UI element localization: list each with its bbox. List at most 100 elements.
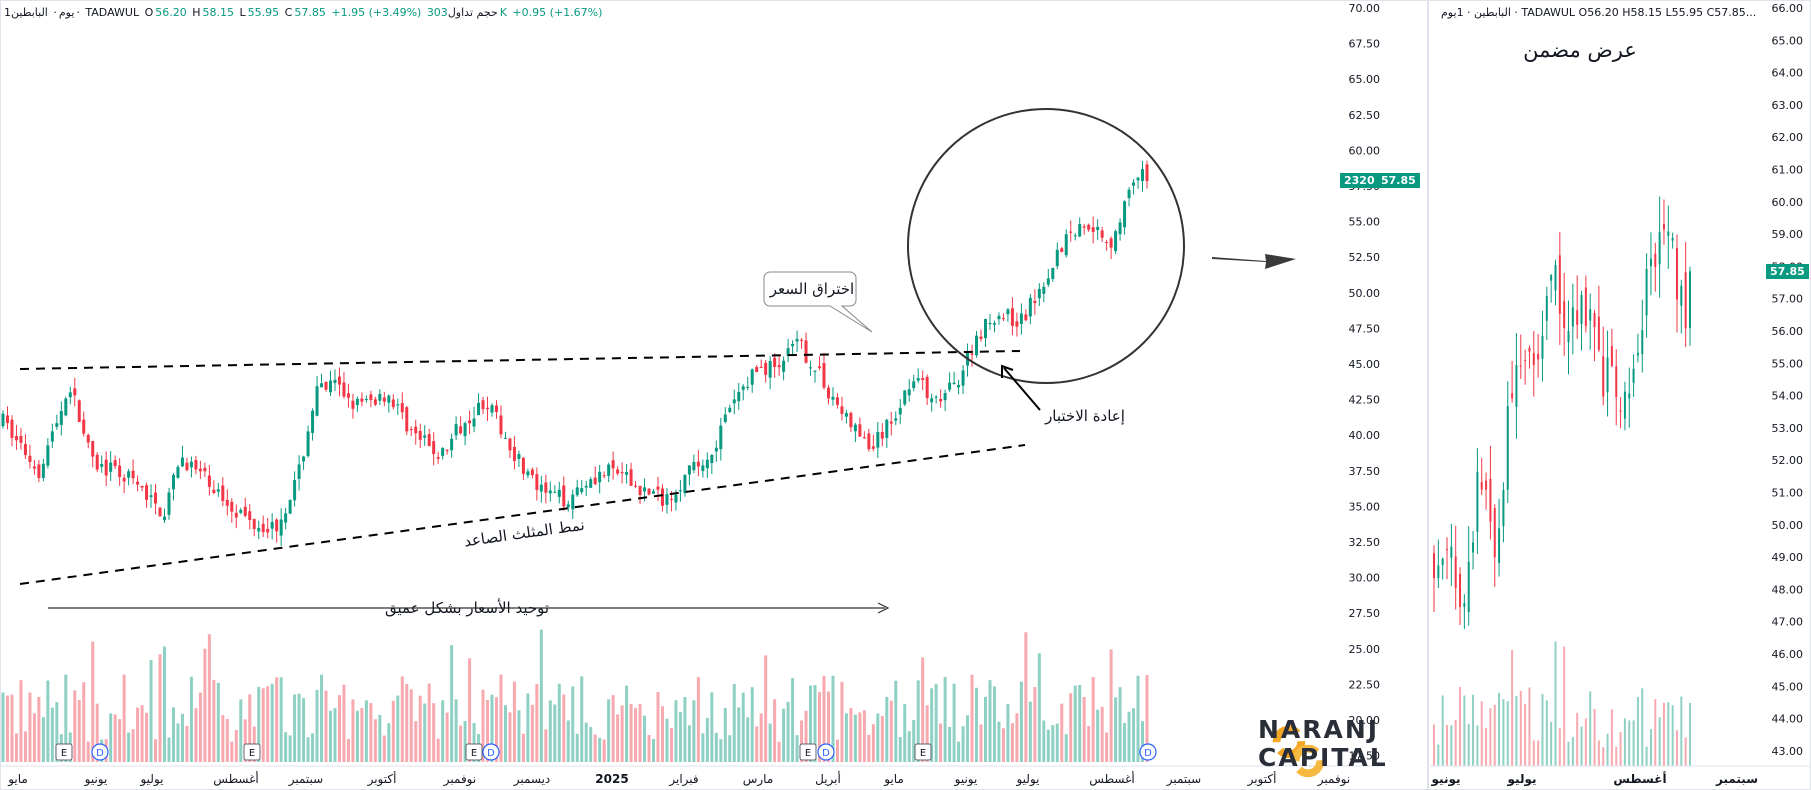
volume-bar — [351, 699, 355, 762]
candle-body — [167, 492, 171, 515]
candle-body — [432, 441, 436, 455]
candle-body — [441, 448, 445, 456]
volume-bar — [975, 687, 979, 762]
candle-body — [813, 370, 817, 372]
candle-body — [1641, 330, 1644, 354]
candle-body — [557, 489, 561, 497]
volume-bar — [95, 703, 99, 762]
volume-bar — [19, 680, 23, 762]
candle-body — [176, 466, 180, 478]
candle-body — [1105, 242, 1109, 244]
volume-bar — [270, 683, 274, 762]
candle-body — [5, 415, 9, 423]
candle-body — [997, 315, 1001, 320]
inset-y-tick-label: 47.00 — [1772, 616, 1804, 629]
candle-body — [746, 386, 750, 388]
candle-body — [494, 405, 498, 413]
volume-bar — [355, 710, 359, 762]
logo-text: NARANJ CAPITAL — [1258, 716, 1388, 772]
candle-body — [880, 432, 884, 439]
candle-body — [741, 386, 745, 390]
volume-bar — [212, 679, 216, 762]
volume-bar — [1498, 692, 1501, 766]
inset-title: عرض مضمن — [1523, 38, 1637, 62]
volume-bar — [230, 741, 234, 762]
x-tick-label: أبريل — [815, 771, 841, 787]
volume-bar — [647, 735, 651, 762]
volume-bar — [979, 724, 983, 762]
volume-bar — [1082, 696, 1086, 762]
volume-bar — [1619, 732, 1622, 766]
volume-bar — [346, 738, 350, 762]
low-value: 55.95 — [247, 6, 280, 19]
x-tick-label: مارس — [743, 772, 774, 787]
candle-body — [1024, 314, 1028, 321]
volume-bar — [1109, 649, 1113, 762]
volume-bar — [719, 739, 723, 762]
volume-bar — [405, 683, 409, 762]
volume-bar — [1615, 746, 1618, 766]
candle-body — [1033, 300, 1037, 304]
volume-bar — [1010, 723, 1014, 762]
x-tick-label: أكتوبر — [367, 771, 397, 787]
candle-body — [1684, 272, 1687, 329]
volume-bar — [1641, 688, 1644, 766]
inset-y-tick-label: 46.00 — [1772, 648, 1804, 661]
candle-body — [701, 465, 705, 472]
volume-bar — [1506, 701, 1509, 766]
volume-bar — [82, 682, 86, 762]
candle-body — [163, 516, 167, 521]
candle-body — [894, 418, 898, 421]
candle-body — [678, 490, 682, 492]
volume-bar — [674, 700, 678, 762]
volume-bar — [862, 710, 866, 762]
volume-bar — [1073, 685, 1077, 762]
candle-body — [535, 474, 539, 490]
resistance-line — [19, 350, 1021, 370]
candle-body — [975, 335, 979, 356]
volume-bar — [266, 686, 270, 762]
candle-body — [512, 446, 516, 461]
candle-body — [158, 507, 162, 517]
volume-bar — [1610, 709, 1613, 766]
volume-bar — [127, 732, 131, 762]
volume-bar — [409, 689, 413, 762]
volume-bar — [723, 707, 727, 762]
volume-bar — [207, 634, 211, 762]
candle-body — [1662, 224, 1665, 230]
candle-body — [194, 460, 198, 470]
y-tick-label: 42.50 — [1349, 394, 1381, 407]
volume-bar — [248, 694, 252, 762]
candle-body — [589, 479, 593, 488]
volume-bar — [414, 721, 418, 762]
inset-y-tick-label: 56.00 — [1772, 325, 1804, 338]
volume-bar — [800, 720, 804, 762]
candle-body — [1087, 224, 1091, 230]
candle-body — [786, 348, 790, 357]
candle-body — [1537, 353, 1540, 360]
candle-body — [885, 419, 889, 438]
volume-bar — [1680, 696, 1683, 766]
main-price-tag: 57.85 — [1377, 173, 1420, 188]
inset-y-tick-label: 48.00 — [1772, 583, 1804, 596]
candle-body — [1680, 285, 1683, 306]
volume-bar — [1006, 703, 1010, 762]
candle-body — [118, 465, 122, 478]
candle-body — [127, 471, 131, 478]
candle-body — [1109, 238, 1113, 248]
candle-body — [109, 462, 113, 472]
volume-bar — [109, 713, 113, 762]
y-tick-label: 70.00 — [1349, 2, 1381, 15]
volume-bar — [571, 686, 575, 762]
volume-bar — [328, 710, 332, 762]
volume-bar — [1541, 694, 1544, 766]
volume-bar — [468, 658, 472, 762]
candle-body — [782, 360, 786, 372]
candle-body — [907, 389, 911, 396]
volume-bar — [1114, 697, 1118, 762]
y-tick-label: 62.50 — [1349, 109, 1381, 122]
volume-bar — [337, 695, 341, 762]
candle-body — [750, 369, 754, 385]
volume-bar — [1480, 701, 1483, 766]
